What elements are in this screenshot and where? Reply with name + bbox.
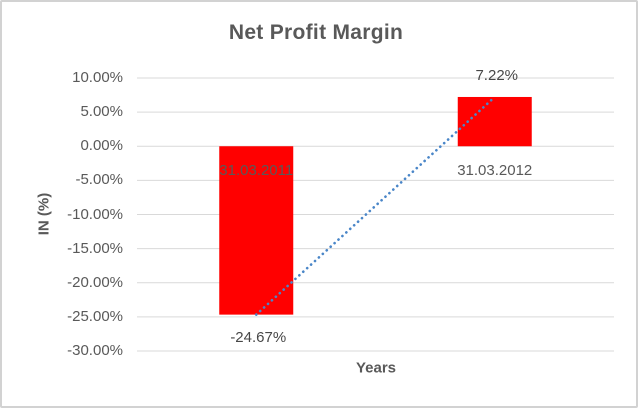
y-tick-label: 5.00% — [80, 103, 123, 121]
category-label: 31.03.2012 — [457, 161, 533, 179]
y-tick-label: -30.00% — [67, 342, 123, 359]
data-label: 7.22% — [475, 66, 519, 84]
data-label: -24.67% — [230, 328, 287, 346]
category-label: 31.03.2011 — [219, 161, 294, 179]
y-tick-label: 10.00% — [72, 69, 123, 86]
chart-title: Net Profit Margin — [228, 21, 404, 44]
bar-31.03.2012 — [457, 96, 532, 147]
bar-31.03.2011 — [219, 146, 294, 315]
x-axis-title: Years — [355, 359, 397, 377]
y-tick-label: -5.00% — [75, 171, 123, 189]
y-tick-label: 0.00% — [80, 137, 123, 155]
y-tick-label: -25.00% — [67, 307, 123, 325]
trendline — [254, 95, 497, 316]
y-tick-label: -20.00% — [67, 273, 123, 291]
y-tick-label: -10.00% — [67, 205, 123, 223]
y-tick-label: -15.00% — [67, 239, 123, 257]
